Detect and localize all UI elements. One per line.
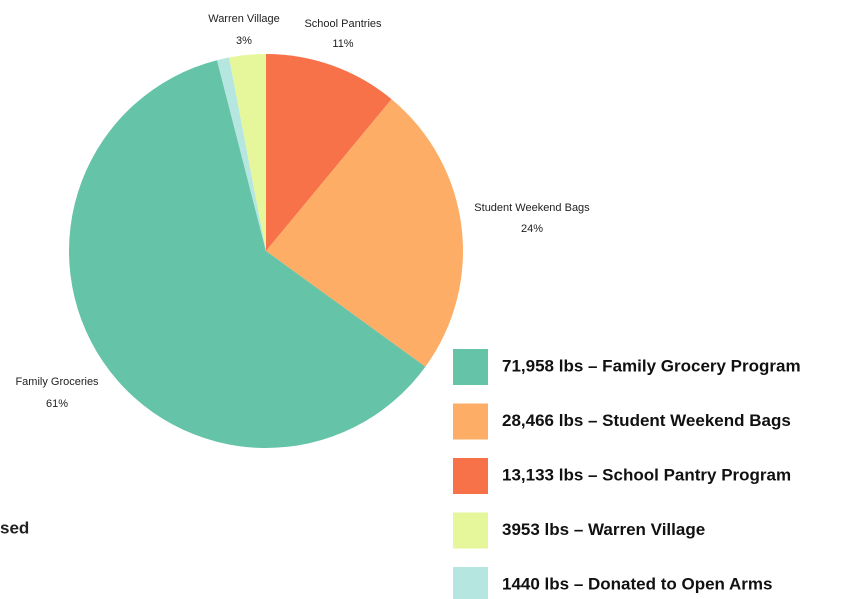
legend-label: 28,466 lbs – Student Weekend Bags [502,411,791,430]
pie-slice [217,57,266,251]
slice-label: Warren Village [208,13,280,25]
pie-slice [68,60,426,448]
slice-label: School Pantries [304,18,382,30]
legend-swatch [453,458,488,494]
slice-value: 3% [236,35,252,47]
legend-label: 13,133 lbs – School Pantry Program [502,465,791,484]
pie-slice [229,54,266,251]
pie-slice [266,99,463,367]
legend-label: 1440 lbs – Donated to Open Arms [502,574,773,593]
cut-text: sed [0,518,29,537]
slice-value: 11% [332,38,353,50]
legend-swatch [453,512,488,549]
pie-slice [266,54,392,251]
slice-value: 61% [46,398,68,410]
slice-value: 24% [521,223,543,235]
legend-label: 71,958 lbs – Family Grocery Program [502,356,801,375]
slice-label: Family Groceries [15,376,99,388]
legend-label: 3953 lbs – Warren Village [502,520,705,539]
legend-swatch [453,349,488,385]
legend-swatch [453,567,488,599]
slice-label: Student Weekend Bags [474,202,590,214]
legend-swatch [453,403,488,440]
